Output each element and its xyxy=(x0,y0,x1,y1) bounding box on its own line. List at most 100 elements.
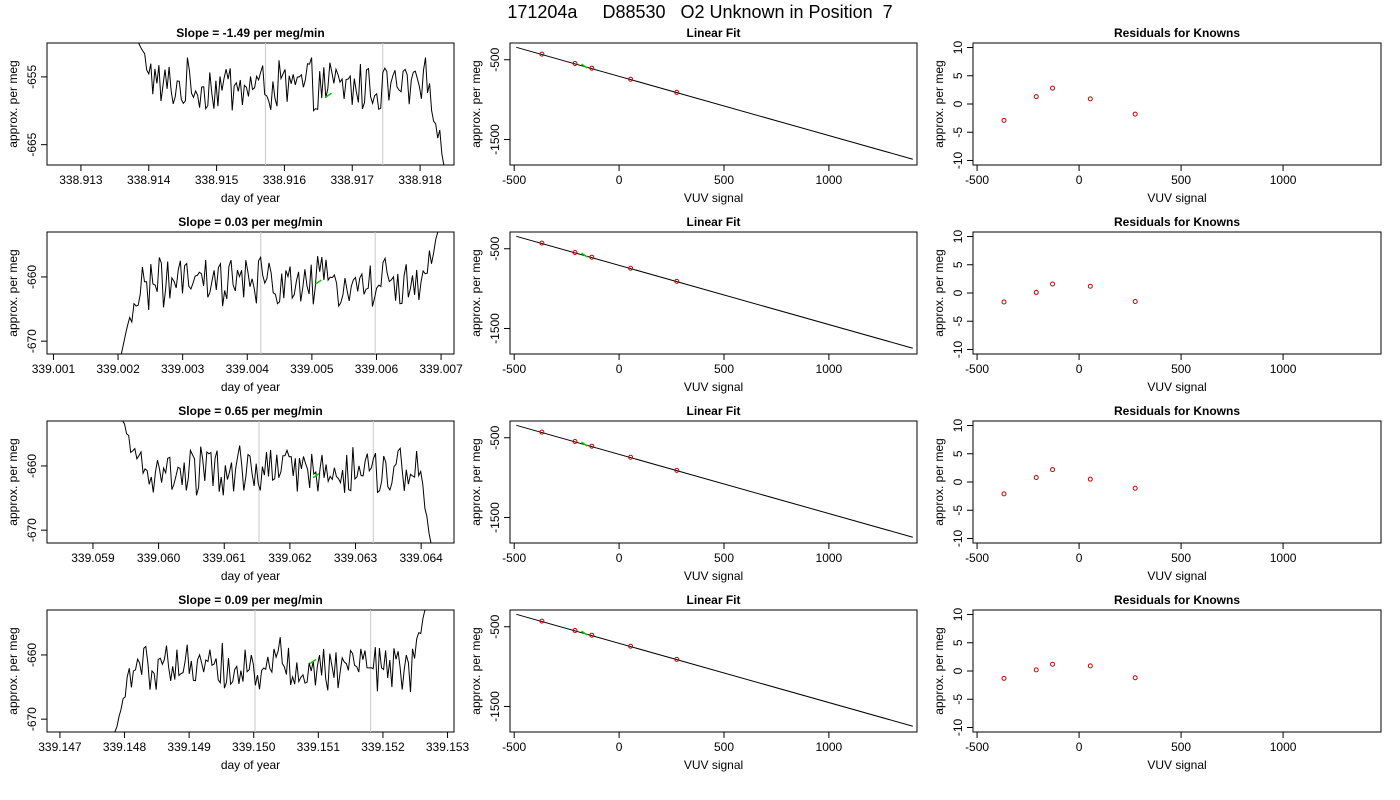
x-axis-label: VUV signal xyxy=(684,191,743,205)
x-tick-label: 339.004 xyxy=(226,362,270,376)
known-point xyxy=(628,643,634,649)
panel-title: Linear Fit xyxy=(686,26,740,40)
y-tick-label: -1500 xyxy=(488,313,502,344)
known-point xyxy=(572,60,578,66)
x-tick-label: 339.007 xyxy=(419,362,463,376)
y-tick-label: -500 xyxy=(488,47,502,71)
x-tick-label: 339.064 xyxy=(399,551,443,565)
plot-data xyxy=(1001,467,1138,497)
x-tick-label: 338.913 xyxy=(59,173,103,187)
x-tick-label: 339.061 xyxy=(203,551,247,565)
x-axis-label: VUV signal xyxy=(684,758,743,772)
fit-line xyxy=(516,613,913,727)
residual-point xyxy=(1087,283,1093,289)
x-tick-label: -500 xyxy=(502,173,526,187)
x-tick-label: 339.148 xyxy=(103,740,147,754)
y-tick-label: -500 xyxy=(488,236,502,260)
x-tick-label: 500 xyxy=(1171,362,1191,376)
plot-data xyxy=(122,421,432,543)
residual-point xyxy=(1132,298,1138,304)
panel-title: Slope = -1.49 per meg/min xyxy=(176,26,324,40)
panel-title: Linear Fit xyxy=(686,404,740,418)
x-tick-label: 500 xyxy=(714,173,734,187)
x-tick-label: -500 xyxy=(965,173,989,187)
x-tick-label: 338.916 xyxy=(263,173,307,187)
x-tick-label: 339.149 xyxy=(167,740,211,754)
y-tick-label: -5 xyxy=(951,316,965,327)
x-tick-label: -500 xyxy=(502,362,526,376)
known-point xyxy=(674,656,680,662)
panel-residuals-row-2: Residuals for Knowns -500 0 500 1000 -10 -5 0 5 1… xyxy=(932,215,1382,394)
x-axis-label: VUV signal xyxy=(684,569,743,583)
y-axis-label: approx. per meg xyxy=(6,438,20,525)
residual-point xyxy=(1001,491,1007,497)
known-point xyxy=(628,76,634,82)
panel-residuals-row-4: Residuals for Knowns -500 0 500 1000 -10 -5 0 5 1… xyxy=(932,593,1382,772)
panel-title: Residuals for Knowns xyxy=(1114,593,1240,607)
unknown-marker xyxy=(314,279,322,285)
y-tick-label: -500 xyxy=(488,614,502,638)
panel-time-series-row-1: Slope = -1.49 per meg/min 338.913 338.914 3… xyxy=(6,26,455,205)
plot-frame xyxy=(972,420,1382,544)
known-point xyxy=(589,632,595,638)
residual-point xyxy=(1033,289,1039,295)
residual-point xyxy=(1087,96,1093,102)
x-tick-label: 0 xyxy=(616,362,623,376)
y-axis-label: approx. per meg xyxy=(469,60,483,147)
y-tick-label: -10 xyxy=(951,718,965,736)
x-tick-label: 0 xyxy=(1076,173,1083,187)
y-tick-label: 10 xyxy=(951,419,965,433)
residual-point xyxy=(1033,667,1039,673)
known-point xyxy=(539,429,545,435)
y-tick-label: -10 xyxy=(951,340,965,358)
unknown-marker xyxy=(312,472,320,479)
signal-trace xyxy=(120,232,439,354)
x-axis-label: VUV signal xyxy=(1147,191,1206,205)
y-tick-label: 0 xyxy=(951,478,965,485)
y-tick-label: -670 xyxy=(25,707,39,731)
x-tick-label: 0 xyxy=(1076,362,1083,376)
y-tick-label: -10 xyxy=(951,529,965,547)
known-point xyxy=(589,254,595,260)
x-tick-label: 339.059 xyxy=(71,551,115,565)
x-tick-label: 1000 xyxy=(816,173,843,187)
panel-title: Slope = 0.65 per meg/min xyxy=(178,404,322,418)
panel-title: Linear Fit xyxy=(686,593,740,607)
residual-point xyxy=(1033,94,1039,100)
y-tick-label: 5 xyxy=(951,639,965,646)
y-tick-label: -660 xyxy=(25,643,39,667)
y-axis-label: approx. per meg xyxy=(6,60,20,147)
known-point xyxy=(572,438,578,444)
panel-linear-fit-row-3: Linear Fit -500 0 500 1000 -500 -1500 VUV signa… xyxy=(469,404,918,583)
y-tick-label: 5 xyxy=(951,450,965,457)
panel-title: Slope = 0.09 per meg/min xyxy=(178,593,322,607)
plot-data xyxy=(120,232,439,354)
plot-frame xyxy=(509,231,918,355)
panel-residuals-row-3: Residuals for Knowns -500 0 500 1000 -10 -5 0 5 1… xyxy=(932,404,1382,583)
x-tick-label: 338.918 xyxy=(398,173,442,187)
panel-title: Residuals for Knowns xyxy=(1114,404,1240,418)
x-tick-label: 339.001 xyxy=(32,362,76,376)
plot-data xyxy=(1001,661,1138,681)
x-tick-label: 0 xyxy=(616,740,623,754)
x-tick-label: 0 xyxy=(1076,551,1083,565)
x-tick-label: 339.060 xyxy=(137,551,181,565)
known-point xyxy=(674,278,680,284)
residual-point xyxy=(1001,117,1007,123)
x-tick-label: -500 xyxy=(965,362,989,376)
y-tick-label: -660 xyxy=(25,265,39,289)
x-tick-label: 1000 xyxy=(816,740,843,754)
y-tick-label: -10 xyxy=(951,151,965,169)
x-tick-label: 338.914 xyxy=(127,173,171,187)
known-point xyxy=(674,89,680,95)
x-tick-label: 339.003 xyxy=(161,362,205,376)
y-tick-label: -1500 xyxy=(488,502,502,533)
panel-linear-fit-row-4: Linear Fit -500 0 500 1000 -500 -1500 VUV signa… xyxy=(469,593,918,772)
known-point xyxy=(628,265,634,271)
unknown-point xyxy=(581,252,588,258)
panel-title: Residuals for Knowns xyxy=(1114,215,1240,229)
y-tick-label: 5 xyxy=(951,261,965,268)
y-axis-label: approx. per meg xyxy=(932,249,946,336)
known-point xyxy=(539,51,545,57)
y-tick-label: 0 xyxy=(951,667,965,674)
